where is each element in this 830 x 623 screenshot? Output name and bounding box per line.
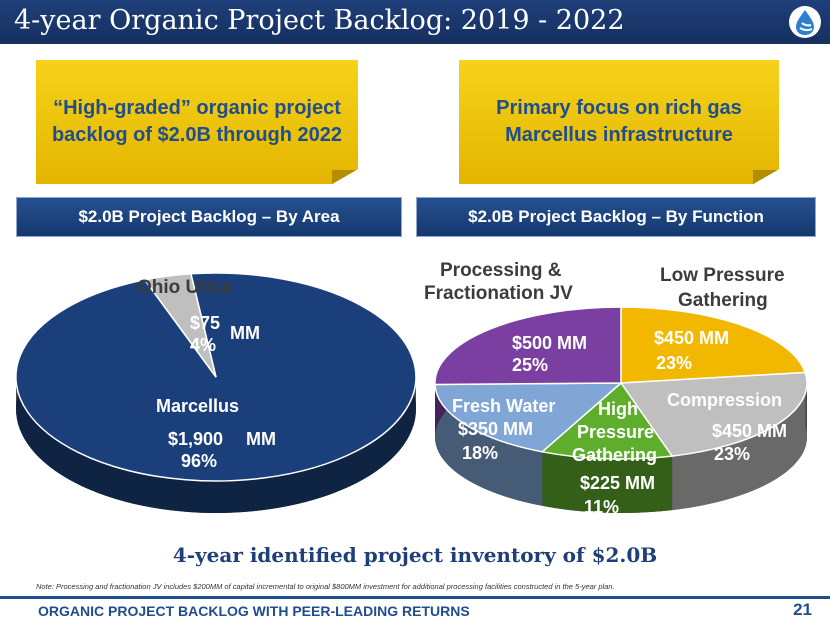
ohio-unit: MM — [230, 323, 260, 343]
function-pie-slice — [434, 382, 624, 453]
marcellus-unit: MM — [246, 429, 276, 449]
function-pie-slice-side — [672, 372, 807, 511]
label-fresh-water: Fresh Water — [452, 396, 556, 416]
label-processing-line2: Fractionation JV — [424, 283, 573, 304]
callout-backlog: “High-graded” organic project backlog of… — [36, 60, 358, 184]
label-ohio-utica: Ohio Utica — [137, 277, 233, 298]
callout-focus-text: Primary focus on rich gas Marcellus infr… — [496, 97, 742, 146]
label-marcellus: Marcellus — [156, 396, 240, 416]
low-pressure-amount: $450 MM — [654, 328, 730, 348]
function-pie-slice — [434, 306, 622, 386]
ohio-percent: 4% — [190, 335, 217, 355]
inventory-summary: 4-year identified project inventory of $… — [172, 543, 658, 567]
high-pressure-percent: 11% — [584, 497, 620, 517]
callout-backlog-text: “High-graded” organic project backlog of… — [51, 97, 343, 146]
high-pressure-amount: $225 MM — [580, 473, 656, 493]
label-low-pressure-line1: Low Pressure — [660, 265, 785, 286]
function-pie-slice — [540, 381, 674, 460]
page-title: 4-year Organic Project Backlog: 2019 - 2… — [14, 5, 625, 36]
area-pie-slice — [143, 273, 217, 378]
function-pie-slice-side — [435, 384, 543, 506]
function-pie-slice — [620, 306, 807, 384]
marcellus-amount: $1,900 — [168, 429, 224, 449]
label-compression: Compression — [667, 390, 783, 410]
label-high-pressure-line3: Gathering — [572, 445, 658, 465]
processing-amount: $500 MM — [512, 333, 588, 353]
section-bar-by-function: $2.0B Project Backlog – By Function — [416, 197, 816, 237]
fresh-water-amount: $350 MM — [458, 419, 534, 439]
flame-drop-logo-icon — [789, 6, 821, 38]
function-pie-slice — [619, 371, 808, 457]
compression-percent: 23% — [714, 444, 751, 464]
marcellus-percent: 96% — [181, 451, 218, 471]
fresh-water-percent: 18% — [462, 443, 499, 463]
compression-amount: $450 MM — [712, 421, 788, 441]
callout-focus: Primary focus on rich gas Marcellus infr… — [459, 60, 779, 184]
footer-tagline: ORGANIC PROJECT BACKLOG WITH PEER-LEADIN… — [38, 603, 470, 619]
label-high-pressure-line1: High — [598, 399, 638, 419]
label-high-pressure-line2: Pressure — [577, 422, 655, 442]
title-bar: 4-year Organic Project Backlog: 2019 - 2… — [0, 0, 830, 44]
footnote: Note: Processing and fractionation JV in… — [36, 582, 615, 591]
processing-percent: 25% — [512, 355, 549, 375]
section-bar-by-area: $2.0B Project Backlog – By Area — [16, 197, 402, 237]
low-pressure-percent: 23% — [656, 353, 693, 373]
footer-divider — [0, 596, 830, 599]
ohio-amount: $75 — [190, 313, 221, 333]
label-processing-line1: Processing & — [440, 260, 562, 281]
page-number: 21 — [793, 600, 812, 619]
function-pie-slice-side — [542, 451, 673, 513]
label-low-pressure-line2: Gathering — [678, 290, 768, 311]
